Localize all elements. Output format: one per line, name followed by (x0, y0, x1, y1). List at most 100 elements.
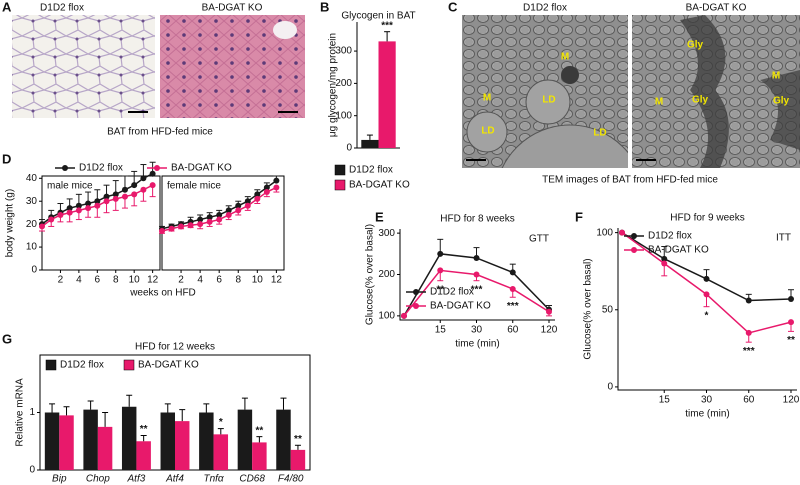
significance: ** (140, 424, 148, 435)
x-tick-label: 12 (147, 275, 159, 286)
marker (788, 319, 794, 326)
axes-frame (161, 175, 285, 271)
marker (216, 216, 223, 223)
marker (131, 182, 138, 189)
marker (48, 216, 55, 223)
bar (175, 421, 190, 470)
bar (290, 449, 306, 470)
marker (273, 177, 280, 184)
image-flox (12, 15, 155, 118)
image-label: D1D2 flox (40, 3, 84, 14)
marker (619, 229, 625, 236)
y-tick-label: 20 (26, 219, 38, 230)
legend-marker (154, 165, 160, 171)
y-tick-label: 0 (346, 143, 352, 154)
x-axis-label: time (min) (455, 339, 499, 350)
y-tick-label: 30 (26, 196, 38, 207)
legend-label: D1D2 flox (430, 287, 474, 298)
y-axis-label: Relative mRNA (15, 378, 26, 447)
marker (85, 205, 92, 212)
x-axis-label: time (min) (685, 409, 729, 420)
x-tick-label: 12 (271, 275, 283, 286)
x-tick-label: 2 (178, 275, 184, 286)
image-label: D1D2 flox (523, 3, 567, 14)
legend-marker (413, 303, 419, 309)
x-tick-label: CD68 (239, 474, 265, 485)
marker (94, 198, 101, 205)
bar (136, 441, 151, 470)
tem-annotation: LD (542, 95, 555, 106)
marker (121, 193, 128, 200)
tem-annotation: M (561, 52, 569, 63)
tem-annotation: M (655, 97, 663, 108)
marker (187, 222, 194, 229)
histology-images (12, 15, 305, 118)
x-tick-label: 4 (76, 275, 82, 286)
y-axis-label: body weight (g) (5, 189, 16, 257)
bar (361, 139, 379, 148)
legend-swatch (334, 164, 346, 176)
test-label: GTT (529, 234, 549, 245)
marker (178, 223, 185, 230)
marker (546, 308, 552, 315)
marker (235, 207, 242, 214)
legend-marker (631, 233, 637, 239)
marker (473, 271, 480, 278)
x-tick-label: Chop (86, 474, 110, 485)
vacuole (273, 21, 297, 39)
subplot-title: female mice (167, 181, 221, 192)
chart-title: HFD for 12 weeks (135, 342, 215, 353)
marker (745, 329, 752, 336)
tem-image-flox (462, 15, 628, 168)
marker (197, 221, 204, 228)
marker (103, 193, 110, 200)
image-label: BA-DGAT KO (202, 3, 263, 14)
significance: *** (507, 301, 519, 312)
tem-annotation: Gly (692, 95, 709, 106)
marker (244, 198, 251, 205)
tem-annotation: Gly (773, 96, 790, 107)
bar (276, 409, 291, 470)
x-tick-label: 60 (507, 325, 519, 336)
x-tick-label: 15 (435, 325, 447, 336)
marker (197, 216, 204, 223)
marker (254, 191, 261, 198)
marker (66, 209, 73, 216)
significance: ** (294, 434, 302, 445)
x-tick-label: 6 (95, 275, 101, 286)
marker (788, 295, 794, 302)
significance: *** (471, 284, 483, 295)
x-tick-label: 60 (743, 395, 755, 406)
x-tick-label: 10 (129, 275, 141, 286)
y-tick-label: 0 (31, 265, 37, 276)
y-tick-label: 1 (29, 407, 35, 418)
marker (661, 255, 668, 262)
y-tick-label: 0 (29, 465, 35, 476)
y-tick-label: 200 (378, 269, 395, 280)
marker (509, 285, 516, 292)
panel-label: E (375, 209, 384, 224)
series-line (621, 231, 792, 302)
legend-label: BA-DGAT KO (171, 163, 232, 174)
legend-marker (62, 165, 68, 171)
marker (437, 250, 444, 257)
significance: * (705, 310, 709, 321)
x-tick-label: 120 (541, 325, 558, 336)
axes-frame (617, 228, 797, 391)
x-tick-label: Atf4 (165, 474, 184, 485)
bar (83, 409, 98, 470)
legend-marker (413, 289, 419, 295)
y-tick-label: 100 (378, 311, 395, 322)
legend-label: D1D2 flox (349, 165, 393, 176)
marker (75, 202, 82, 209)
legend-label: BA-DGAT KO (349, 180, 410, 191)
x-tick-label: 120 (783, 395, 800, 406)
subplot-title: male mice (47, 181, 93, 192)
significance: *** (743, 346, 755, 357)
marker (225, 211, 232, 218)
marker (509, 269, 516, 276)
bar (237, 409, 253, 470)
y-tick-label: 40 (26, 173, 38, 184)
